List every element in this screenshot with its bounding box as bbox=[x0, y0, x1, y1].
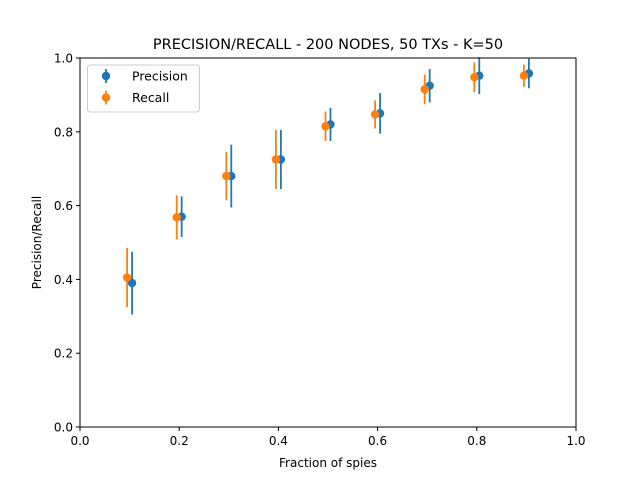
y-tick-label: 0.0 bbox=[54, 421, 73, 435]
recall-point bbox=[420, 85, 429, 94]
x-axis: 0.0 0.2 0.4 0.6 0.8 1.0 bbox=[70, 427, 586, 448]
series-recall bbox=[122, 62, 529, 308]
precision-point bbox=[127, 278, 137, 288]
x-tick-label: 0.4 bbox=[269, 434, 288, 448]
x-axis-label: Fraction of spies bbox=[279, 456, 377, 470]
chart-title: PRECISION/RECALL - 200 NODES, 50 TXs - K… bbox=[153, 37, 503, 53]
recall-point bbox=[370, 110, 380, 119]
legend-precision-marker bbox=[101, 71, 111, 81]
y-tick-label: 0.2 bbox=[54, 347, 73, 361]
x-tick-label: 1.0 bbox=[566, 434, 585, 448]
x-tick-label: 0.2 bbox=[170, 434, 189, 448]
recall-point bbox=[172, 213, 181, 222]
x-tick-label: 0.6 bbox=[368, 434, 387, 448]
recall-point bbox=[470, 72, 479, 82]
x-tick-label: 0.8 bbox=[467, 434, 486, 448]
y-tick-label: 1.0 bbox=[54, 52, 73, 66]
legend-recall-label: Recall bbox=[132, 90, 169, 105]
plot-frame bbox=[79, 57, 577, 428]
recall-point bbox=[271, 155, 281, 164]
y-tick-label: 0.6 bbox=[54, 199, 73, 213]
recall-point bbox=[122, 273, 132, 282]
legend-box bbox=[87, 64, 200, 113]
recall-point bbox=[222, 171, 231, 181]
y-tick-label: 0.4 bbox=[54, 273, 73, 287]
y-tick-label: 0.8 bbox=[54, 125, 73, 139]
recall-point bbox=[321, 122, 330, 131]
y-axis-label: Precision/Recall bbox=[30, 196, 44, 289]
x-tick-label: 0.0 bbox=[70, 434, 89, 448]
legend: Precision Recall bbox=[87, 64, 200, 113]
y-axis: 0.0 0.2 0.4 0.6 0.8 1.0 bbox=[54, 52, 80, 435]
legend-precision-label: Precision bbox=[132, 69, 188, 84]
recall-point bbox=[519, 71, 529, 80]
legend-recall-marker bbox=[101, 93, 111, 102]
data-layer bbox=[122, 57, 534, 315]
